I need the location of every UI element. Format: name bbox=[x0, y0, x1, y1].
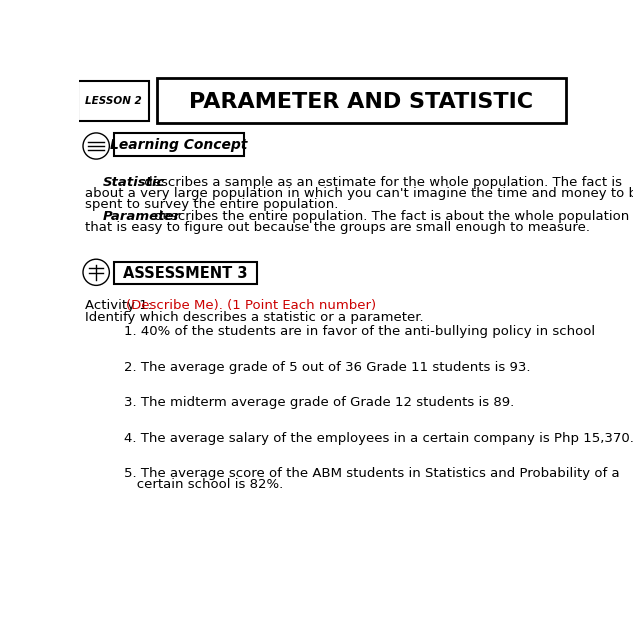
Text: ASSESSMENT 3: ASSESSMENT 3 bbox=[123, 267, 248, 281]
Text: describes the entire population. The fact is about the whole population: describes the entire population. The fac… bbox=[151, 210, 630, 223]
Bar bbox=[114, 262, 258, 284]
Text: (Describe Me). (1 Point Each number): (Describe Me). (1 Point Each number) bbox=[125, 299, 376, 312]
Text: Activity 1:: Activity 1: bbox=[85, 299, 157, 312]
Text: describes a sample as an estimate for the whole population. The fact is: describes a sample as an estimate for th… bbox=[139, 176, 622, 189]
Text: Identify which describes a statistic or a parameter.: Identify which describes a statistic or … bbox=[85, 311, 424, 324]
Text: that is easy to figure out because the groups are small enough to measure.: that is easy to figure out because the g… bbox=[85, 221, 591, 234]
Text: Parameter: Parameter bbox=[103, 210, 180, 223]
Text: LESSON 2: LESSON 2 bbox=[85, 95, 142, 105]
Circle shape bbox=[83, 259, 110, 285]
Text: Learning Concept: Learning Concept bbox=[110, 138, 248, 153]
Text: 5. The average score of the ABM students in Statistics and Probability of a: 5. The average score of the ABM students… bbox=[124, 467, 620, 480]
Text: 4. The average salary of the employees in a certain company is Php 15,370.: 4. The average salary of the employees i… bbox=[124, 432, 633, 445]
Text: PARAMETER AND STATISTIC: PARAMETER AND STATISTIC bbox=[189, 92, 533, 112]
Bar bbox=[156, 78, 566, 123]
Bar bbox=[114, 133, 244, 156]
Circle shape bbox=[83, 133, 110, 159]
Text: spent to survey the entire population.: spent to survey the entire population. bbox=[85, 198, 339, 211]
Text: 1. 40% of the students are in favor of the anti-bullying policy in school: 1. 40% of the students are in favor of t… bbox=[124, 326, 595, 339]
Text: certain school is 82%.: certain school is 82%. bbox=[124, 478, 284, 491]
Text: about a very large population in which you can't imagine the time and money to b: about a very large population in which y… bbox=[85, 187, 633, 200]
Text: 2. The average grade of 5 out of 36 Grade 11 students is 93.: 2. The average grade of 5 out of 36 Grad… bbox=[124, 361, 530, 374]
Text: Statistic: Statistic bbox=[103, 176, 165, 189]
Bar bbox=[78, 81, 149, 121]
Text: 3. The midterm average grade of Grade 12 students is 89.: 3. The midterm average grade of Grade 12… bbox=[124, 396, 515, 409]
